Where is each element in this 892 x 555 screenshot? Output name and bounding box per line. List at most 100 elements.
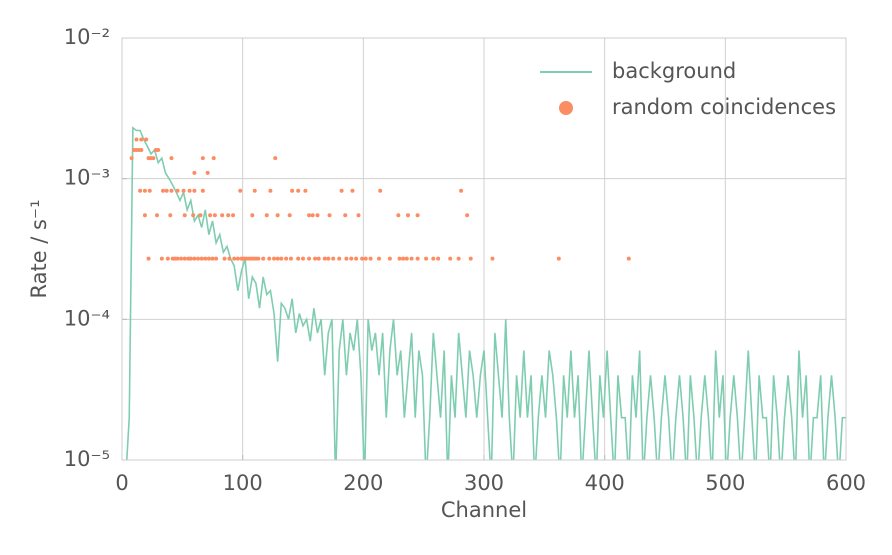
scatter-point [436, 256, 441, 261]
y-tick-label: 10⁻³ [64, 166, 110, 190]
scatter-point [138, 188, 143, 193]
scatter-point [139, 147, 144, 152]
scatter-point [250, 213, 255, 218]
scatter-point [344, 256, 349, 261]
scatter-point [397, 256, 402, 261]
scatter-point [360, 256, 365, 261]
x-tick-label: 600 [826, 471, 866, 495]
scatter-point [220, 213, 225, 218]
scatter-point [307, 256, 312, 261]
scatter-point [456, 256, 461, 261]
scatter-point [165, 256, 170, 261]
scatter-point [156, 147, 161, 152]
scatter-point [199, 256, 204, 261]
scatter-point [182, 213, 187, 218]
scatter-point [191, 213, 196, 218]
scatter-point [256, 256, 261, 261]
scatter-point [235, 256, 240, 261]
scatter-point [200, 156, 205, 161]
scatter-point [182, 256, 187, 261]
scatter-point [377, 256, 382, 261]
scatter-point [415, 213, 420, 218]
scatter-point [275, 256, 280, 261]
plot-frame [121, 37, 847, 461]
scatter-point [396, 213, 401, 218]
scatter-point [290, 188, 295, 193]
scatter-point [354, 256, 359, 261]
x-axis-label: Channel [441, 498, 527, 522]
scatter-point [468, 256, 473, 261]
scatter-point [296, 256, 301, 261]
scatter-point [316, 256, 321, 261]
scatter-point [181, 188, 186, 193]
scatter-point [129, 156, 134, 161]
plot-area [125, 126, 846, 460]
scatter-point [139, 137, 144, 142]
scatter-point [326, 256, 331, 261]
scatter-point [232, 256, 237, 261]
scatter-point [275, 213, 280, 218]
scatter-point [626, 256, 631, 261]
scatter-point [327, 213, 332, 218]
scatter-point [279, 256, 284, 261]
scatter-point [448, 256, 453, 261]
scatter-point [339, 188, 344, 193]
scatter-point [315, 213, 320, 218]
scatter-point [322, 256, 327, 261]
scatter-point [169, 188, 174, 193]
x-tick-label: 200 [343, 471, 383, 495]
scatter-point [142, 188, 147, 193]
scatter-point [431, 256, 436, 261]
scatter-point [459, 188, 464, 193]
legend-label: random coincidences [612, 95, 836, 119]
scatter-point [169, 156, 174, 161]
x-tick-label: 500 [705, 471, 745, 495]
legend: background random coincidences [540, 59, 836, 119]
y-tick-label: 10⁻⁴ [64, 306, 110, 330]
scatter-point [401, 256, 406, 261]
y-tick-label: 10⁻⁵ [64, 447, 110, 471]
scatter-point [210, 256, 215, 261]
scatter-point [147, 188, 152, 193]
scatter-point [200, 188, 205, 193]
legend-label: background [612, 59, 736, 83]
scatter-point [424, 256, 429, 261]
scatter-point [313, 256, 318, 261]
scatter-point [301, 256, 305, 261]
scatter-point [368, 256, 373, 261]
y-axis-label: Rate / s⁻¹ [27, 199, 51, 298]
scatter-point [192, 188, 197, 193]
scatter-point [159, 256, 164, 261]
scatter-point [267, 256, 272, 261]
scatter-point [288, 256, 293, 261]
scatter-point [175, 256, 180, 261]
scatter-point [349, 256, 354, 261]
scatter-point [192, 170, 197, 175]
scatter-point [273, 156, 278, 161]
scatter-point [310, 213, 315, 218]
scatter-point [287, 213, 292, 218]
scatter-point [187, 188, 192, 193]
scatter-point [222, 256, 227, 261]
scatter-point [404, 256, 409, 261]
scatter-point [168, 213, 173, 218]
scatter-point [154, 213, 159, 218]
scatter-point [175, 188, 180, 193]
scatter-point [146, 256, 151, 261]
scatter-point [164, 188, 169, 193]
scatter-point [337, 256, 342, 261]
scatter-point [179, 256, 184, 261]
scatter-point [188, 256, 193, 261]
scatter-point [465, 213, 470, 218]
scatter-point [378, 188, 383, 193]
scatter-point [363, 256, 368, 261]
scatter-point [268, 188, 273, 193]
scatter-point [212, 213, 217, 218]
scatter-point [203, 256, 208, 261]
legend-swatch [559, 101, 573, 115]
scatter-point [151, 156, 156, 161]
scatter-point [409, 256, 414, 261]
scatter-point [231, 213, 236, 218]
x-tick-label: 0 [115, 471, 128, 495]
